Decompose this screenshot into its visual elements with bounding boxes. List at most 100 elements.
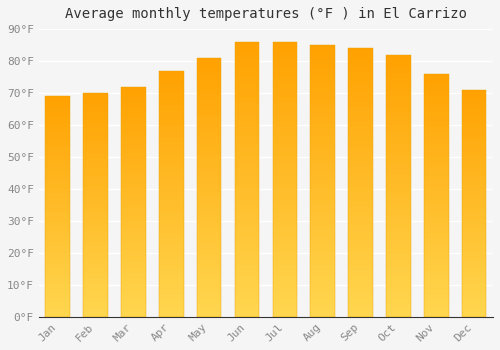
Bar xyxy=(348,107,373,110)
Bar xyxy=(348,124,373,126)
Bar xyxy=(46,127,70,129)
Bar xyxy=(348,201,373,204)
Bar xyxy=(234,75,260,78)
Bar xyxy=(310,148,335,151)
Bar xyxy=(462,274,486,276)
Bar xyxy=(197,159,222,161)
Bar xyxy=(348,177,373,180)
Bar xyxy=(197,213,222,216)
Bar xyxy=(386,146,410,149)
Bar xyxy=(348,166,373,169)
Bar xyxy=(234,86,260,89)
Bar xyxy=(310,91,335,94)
Bar xyxy=(121,250,146,252)
Bar xyxy=(121,264,146,266)
Bar xyxy=(159,122,184,125)
Bar xyxy=(197,244,222,247)
Bar xyxy=(310,208,335,211)
Bar xyxy=(197,218,222,221)
Bar xyxy=(348,279,373,282)
Bar xyxy=(84,120,108,122)
Bar xyxy=(462,260,486,262)
Bar xyxy=(84,95,108,98)
Bar xyxy=(84,127,108,129)
Bar xyxy=(348,110,373,113)
Bar xyxy=(84,241,108,243)
Bar xyxy=(234,116,260,119)
Bar xyxy=(121,135,146,137)
Bar xyxy=(310,146,335,148)
Bar xyxy=(234,300,260,303)
Bar xyxy=(424,171,448,174)
Bar xyxy=(348,209,373,212)
Bar xyxy=(234,83,260,86)
Bar xyxy=(121,218,146,220)
Bar xyxy=(348,180,373,182)
Bar xyxy=(424,263,448,266)
Bar xyxy=(462,292,486,294)
Bar xyxy=(424,181,448,183)
Bar xyxy=(386,306,410,309)
Bar xyxy=(424,307,448,309)
Bar xyxy=(159,172,184,174)
Bar xyxy=(386,175,410,178)
Bar xyxy=(46,240,70,242)
Bar xyxy=(348,236,373,239)
Bar xyxy=(46,237,70,240)
Bar xyxy=(46,116,70,118)
Bar xyxy=(121,229,146,232)
Bar xyxy=(159,130,184,132)
Bar xyxy=(272,171,297,174)
Bar xyxy=(197,208,222,211)
Bar xyxy=(386,290,410,293)
Bar xyxy=(272,240,297,243)
Bar xyxy=(272,168,297,171)
Bar xyxy=(84,113,108,116)
Bar xyxy=(159,196,184,199)
Bar xyxy=(272,135,297,138)
Bar xyxy=(197,257,222,260)
Bar xyxy=(46,229,70,231)
Bar xyxy=(462,110,486,112)
Bar xyxy=(159,248,184,250)
Bar xyxy=(424,98,448,100)
Bar xyxy=(348,121,373,124)
Bar xyxy=(234,163,260,166)
Bar xyxy=(310,312,335,314)
Bar xyxy=(424,249,448,251)
Bar xyxy=(84,138,108,140)
Bar xyxy=(121,315,146,317)
Bar xyxy=(348,126,373,129)
Bar xyxy=(310,154,335,156)
Bar xyxy=(159,85,184,88)
Bar xyxy=(121,176,146,179)
Bar xyxy=(462,138,486,140)
Bar xyxy=(348,220,373,223)
Bar xyxy=(159,145,184,147)
Bar xyxy=(159,304,184,307)
Bar xyxy=(197,71,222,74)
Bar xyxy=(234,267,260,270)
Bar xyxy=(348,54,373,56)
Bar xyxy=(272,160,297,163)
Bar xyxy=(121,100,146,103)
Bar xyxy=(424,314,448,317)
Bar xyxy=(197,195,222,198)
Bar xyxy=(234,292,260,295)
Bar xyxy=(272,267,297,270)
Bar xyxy=(121,216,146,218)
Bar xyxy=(462,174,486,176)
Bar xyxy=(234,47,260,50)
Bar xyxy=(121,156,146,158)
Bar xyxy=(159,280,184,282)
Bar xyxy=(386,278,410,280)
Bar xyxy=(424,278,448,280)
Bar xyxy=(272,188,297,190)
Bar xyxy=(462,256,486,258)
Bar xyxy=(234,295,260,298)
Bar xyxy=(462,158,486,160)
Bar xyxy=(386,212,410,215)
Bar xyxy=(462,287,486,289)
Bar xyxy=(159,181,184,184)
Bar xyxy=(424,137,448,139)
